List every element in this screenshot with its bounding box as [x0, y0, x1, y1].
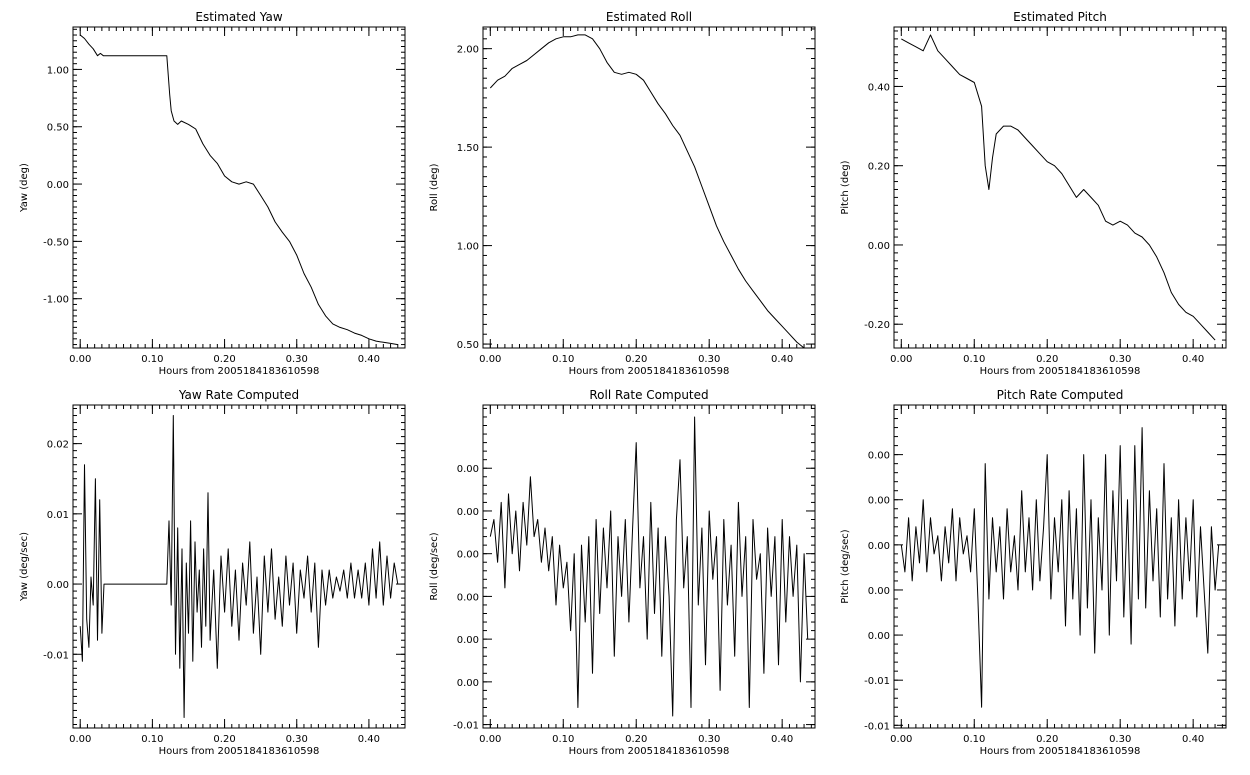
y-tick-label: 0.50 [47, 123, 69, 134]
panel-yaw-rate-computed: 0.00 0.10 0.20 0.30 0.40 -0.01 0.00 0.01 0.02 Yaw… [19, 388, 406, 757]
series-line [900, 427, 1220, 708]
panel-pitch-rate-computed: 0.00 0.10 0.20 0.30 0.40-0.01-0.010.000.000.… [840, 388, 1227, 757]
x-axis-label: Hours from 2005184183610598 [980, 746, 1141, 757]
y-tick-label: 0.00 [47, 180, 69, 191]
y-tick-label: 0.20 [868, 162, 890, 173]
panel-estimated-roll: 0.00 0.10 0.20 0.30 0.40 0.50 1.00 1.50 2.00 Esti… [429, 10, 816, 377]
y-axis-label: Yaw (deg) [19, 163, 30, 213]
x-axis-label: Hours from 2005184183610598 [569, 746, 730, 757]
panel-roll-rate-computed: 0.00 0.10 0.20 0.30 0.40-0.010.000.000.000.0… [429, 388, 816, 757]
x-tick-label: 0.40 [771, 354, 793, 365]
x-tick-label: 0.00 [479, 734, 501, 745]
y-tick-label: 0.00 [868, 541, 890, 552]
x-tick-label: 0.20 [625, 354, 647, 365]
x-axis-label: Hours from 2005184183610598 [569, 366, 730, 377]
chart-title: Yaw Rate Computed [178, 388, 299, 402]
x-tick-label: 0.40 [771, 734, 793, 745]
x-tick-label: 0.10 [552, 354, 574, 365]
y-tick-label: 0.00 [868, 451, 890, 462]
plot-frame [482, 26, 816, 349]
panel-estimated-pitch: 0.00 0.10 0.20 0.30 0.40 -0.20 0.00 0.20 0.40 Est… [840, 10, 1227, 377]
x-tick-label: 0.20 [213, 734, 235, 745]
y-tick-label: -0.01 [864, 676, 890, 687]
x-axis-label: Hours from 2005184183610598 [980, 366, 1141, 377]
x-tick-label: 0.30 [286, 354, 308, 365]
plot-frame [893, 404, 1227, 729]
y-axis-label: Yaw (deg/sec) [19, 532, 30, 602]
y-tick-label: 0.01 [47, 510, 69, 521]
y-tick-label: 0.00 [457, 507, 479, 518]
y-axis-label: Pitch (deg/sec) [840, 529, 851, 604]
x-tick-label: 0.20 [213, 354, 235, 365]
x-tick-label: 0.30 [1109, 354, 1131, 365]
y-tick-label: -0.50 [43, 237, 69, 248]
y-tick-label: -0.01 [43, 650, 69, 661]
chart-title: Pitch Rate Computed [997, 388, 1124, 402]
y-axis-label: Roll (deg) [429, 163, 440, 211]
x-tick-label: 0.00 [890, 354, 912, 365]
chart-title: Roll Rate Computed [589, 388, 708, 402]
y-tick-label: 2.00 [457, 45, 479, 56]
x-tick-label: 0.10 [141, 734, 163, 745]
x-tick-label: 0.20 [1036, 734, 1058, 745]
x-tick-label: 0.40 [1182, 354, 1204, 365]
x-axis-label: Hours from 2005184183610598 [159, 366, 320, 377]
y-tick-label: -1.00 [43, 295, 69, 306]
y-tick-label: 0.00 [868, 631, 890, 642]
y-tick-label: 0.00 [457, 464, 479, 475]
x-tick-label: 0.10 [963, 734, 985, 745]
panel-estimated-yaw: 0.00 0.10 0.20 0.30 0.40 -1.00 -0.50 0.00 0.50 1.… [19, 10, 406, 377]
y-axis-label: Pitch (deg) [840, 160, 851, 214]
chart-title: Estimated Yaw [195, 10, 282, 24]
plot-frame [72, 26, 406, 349]
y-axis-label: Roll (deg/sec) [429, 532, 440, 600]
series-line [901, 34, 1216, 341]
y-tick-label: 0.40 [868, 82, 890, 93]
plot-frame [482, 404, 816, 729]
chart-title: Estimated Roll [606, 10, 692, 24]
x-tick-label: 0.30 [698, 354, 720, 365]
y-tick-label: 0.00 [457, 592, 479, 603]
y-tick-label: 0.50 [457, 340, 479, 351]
y-tick-label: 1.50 [457, 143, 479, 154]
x-tick-label: 0.00 [69, 734, 91, 745]
x-tick-label: 0.00 [479, 354, 501, 365]
series-line [489, 416, 809, 717]
plot-frame [893, 26, 1227, 349]
x-tick-label: 0.20 [1036, 354, 1058, 365]
y-tick-label: 0.00 [457, 635, 479, 646]
x-tick-label: 0.40 [358, 734, 380, 745]
y-tick-label: -0.01 [864, 721, 890, 732]
x-tick-label: 0.30 [1109, 734, 1131, 745]
x-tick-label: 0.30 [286, 734, 308, 745]
x-tick-label: 0.00 [69, 354, 91, 365]
chart-title: Estimated Pitch [1013, 10, 1107, 24]
y-tick-label: 0.00 [457, 678, 479, 689]
x-tick-label: 0.20 [625, 734, 647, 745]
x-tick-label: 0.10 [141, 354, 163, 365]
x-tick-label: 0.40 [1182, 734, 1204, 745]
y-tick-label: 0.02 [47, 440, 69, 451]
plot-frame [72, 404, 406, 729]
x-tick-label: 0.30 [698, 734, 720, 745]
y-tick-label: 0.00 [457, 550, 479, 561]
series-line [79, 415, 399, 718]
y-tick-label: 0.00 [47, 580, 69, 591]
x-tick-label: 0.00 [890, 734, 912, 745]
y-tick-label: 0.00 [868, 241, 890, 252]
y-tick-label: 0.00 [868, 586, 890, 597]
series-line [79, 34, 398, 346]
x-axis-label: Hours from 2005184183610598 [159, 746, 320, 757]
y-tick-label: 1.00 [457, 242, 479, 253]
y-tick-label: -0.20 [864, 320, 890, 331]
y-tick-label: 0.00 [868, 496, 890, 507]
series-line [489, 34, 805, 349]
x-tick-label: 0.10 [552, 734, 574, 745]
y-tick-label: -0.01 [453, 721, 479, 732]
y-tick-label: 1.00 [47, 65, 69, 76]
x-tick-label: 0.40 [358, 354, 380, 365]
x-tick-label: 0.10 [963, 354, 985, 365]
